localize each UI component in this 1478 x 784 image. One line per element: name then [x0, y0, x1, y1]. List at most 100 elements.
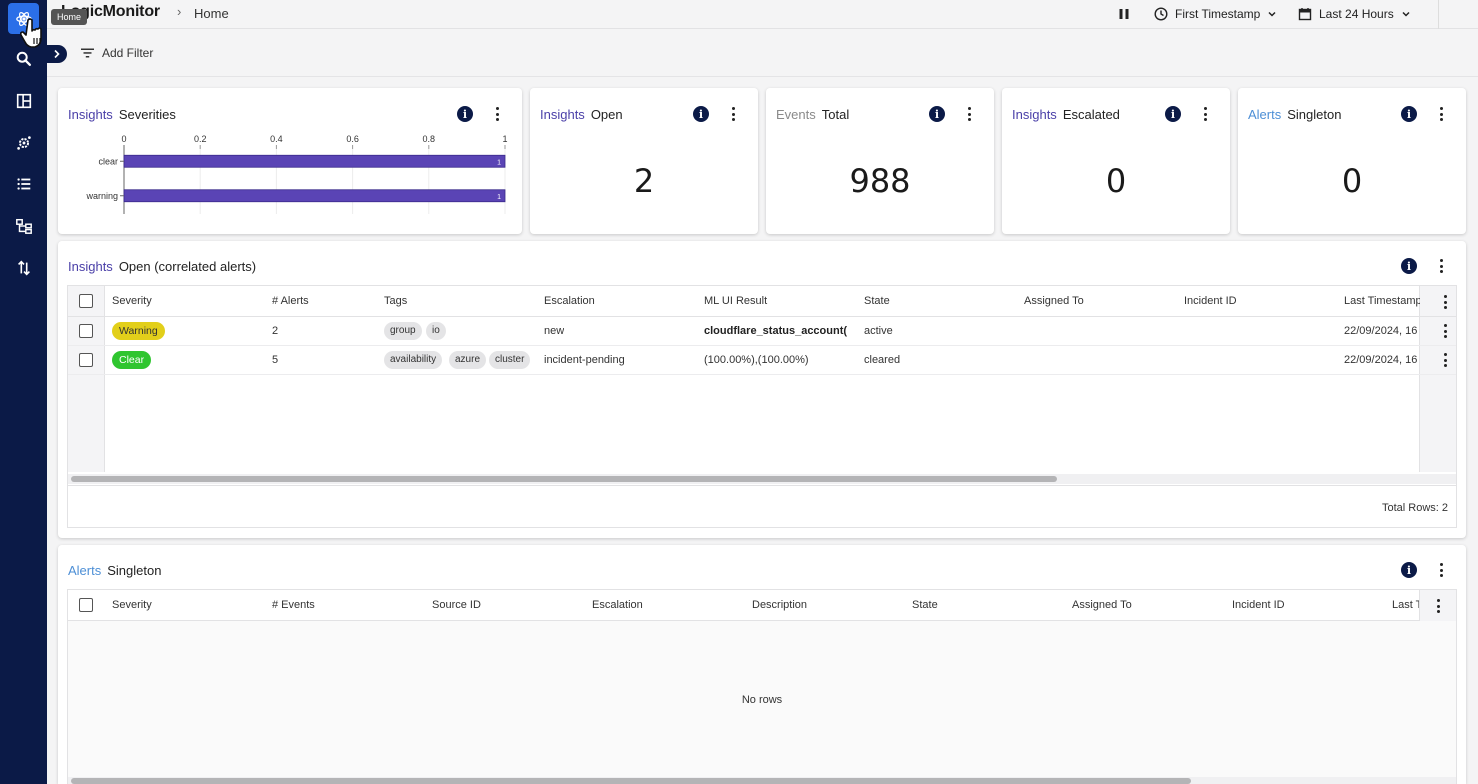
more-menu-icon[interactable]	[1438, 562, 1444, 578]
more-menu-icon[interactable]	[730, 106, 736, 122]
column-header[interactable]: # Alerts	[272, 295, 309, 307]
alerts-count: 2	[272, 325, 279, 337]
severity-badge: Warning	[112, 322, 165, 340]
range-select-label: Last 24 Hours	[1319, 7, 1394, 21]
insights-open-card: Insights Open i 2	[530, 88, 758, 234]
row-checkbox[interactable]	[79, 324, 93, 338]
info-icon[interactable]: i	[1165, 106, 1181, 122]
topbar: LogicMonitor › Home First Timestamp Last…	[47, 0, 1478, 29]
sidebar-item-sort[interactable]	[8, 252, 39, 283]
column-header[interactable]: # Events	[272, 599, 315, 611]
category-label: clear	[98, 156, 118, 166]
add-filter-button[interactable]: Add Filter	[81, 46, 153, 60]
breadcrumb[interactable]: Home	[194, 6, 229, 21]
singleton-table: Severity # Events Source ID Escalation D…	[67, 589, 1457, 784]
card-title-kw: Insights	[68, 107, 113, 122]
x-tick-label: 0	[121, 134, 126, 144]
sidebar-item-topology[interactable]	[8, 210, 39, 241]
ml-result: cloudflare_status_account(	[704, 325, 848, 337]
column-header[interactable]: Last Timestamp	[1344, 295, 1420, 307]
bar	[123, 189, 506, 203]
chevron-down-icon	[1268, 11, 1276, 17]
card-title-text: Singleton	[1287, 107, 1342, 122]
info-icon[interactable]: i	[1401, 258, 1417, 274]
card-title-kw: Insights	[540, 107, 585, 122]
column-header[interactable]: ML UI Result	[704, 295, 768, 307]
column-header[interactable]: Severity	[112, 599, 152, 611]
select-all-checkbox[interactable]	[79, 294, 93, 308]
card-title-text: Open (correlated alerts)	[118, 259, 257, 274]
column-header[interactable]: Escalation	[592, 599, 643, 611]
column-header[interactable]: Incident ID	[1232, 599, 1285, 611]
column-header[interactable]: Source ID	[432, 599, 481, 611]
timestamp-select-label: First Timestamp	[1175, 7, 1261, 21]
more-menu-icon[interactable]	[1438, 106, 1444, 122]
more-menu-icon[interactable]	[966, 106, 972, 122]
severity-badge: Clear	[112, 351, 152, 369]
pause-button[interactable]	[1115, 5, 1133, 23]
table-row[interactable]: Clear 5 availability azure cluster incid…	[68, 346, 1456, 375]
column-header[interactable]: Escalation	[544, 295, 595, 307]
filter-icon	[81, 48, 94, 58]
table-header: Severity # Events Source ID Escalation D…	[68, 590, 1456, 621]
info-icon[interactable]: i	[457, 106, 473, 122]
pause-icon	[1119, 9, 1129, 19]
scrollbar-thumb[interactable]	[71, 778, 1191, 784]
sidebar-item-search[interactable]	[8, 43, 39, 74]
column-menu-icon[interactable]	[1435, 598, 1441, 614]
sidebar-item-list[interactable]	[8, 168, 39, 199]
card-title-kw: Alerts	[68, 563, 102, 578]
gear-network-icon	[16, 135, 31, 150]
range-select[interactable]: Last 24 Hours	[1298, 5, 1411, 23]
chevron-down-icon	[1402, 11, 1410, 17]
card-title: Insights Severities	[68, 107, 176, 122]
column-header[interactable]: Description	[752, 599, 808, 611]
more-menu-icon[interactable]	[1202, 106, 1208, 122]
horizontal-scrollbar[interactable]	[68, 777, 1456, 784]
info-icon[interactable]: i	[1401, 106, 1417, 122]
alerts-count: 5	[272, 354, 279, 366]
kpi-value: 0	[1341, 162, 1363, 200]
last-timestamp: 22/09/2024, 16	[1344, 354, 1418, 366]
scrollbar-thumb[interactable]	[71, 476, 1057, 482]
timestamp-select[interactable]: First Timestamp	[1154, 5, 1277, 23]
column-header[interactable]: Assigned To	[1072, 599, 1132, 611]
topology-icon	[15, 218, 32, 234]
row-menu-icon[interactable]	[1442, 352, 1448, 368]
card-title-text: Open	[590, 107, 623, 122]
sidebar-item-integrations[interactable]	[8, 127, 39, 158]
column-header[interactable]: State	[912, 599, 938, 611]
x-tick-label: 1	[502, 134, 507, 144]
more-menu-icon[interactable]	[1438, 258, 1444, 274]
escalation: incident-pending	[544, 354, 625, 366]
bar	[123, 154, 506, 168]
card-title: Insights Escalated	[1012, 107, 1120, 122]
column-header[interactable]: Assigned To	[1024, 295, 1084, 307]
column-header[interactable]: Last T	[1392, 599, 1420, 611]
more-menu-icon[interactable]	[494, 106, 500, 122]
card-title-kw: Events	[776, 107, 816, 122]
escalation: new	[544, 325, 565, 337]
row-checkbox[interactable]	[79, 353, 93, 367]
column-header[interactable]: Incident ID	[1184, 295, 1237, 307]
kpi-value: 2	[633, 162, 655, 200]
info-icon[interactable]: i	[693, 106, 709, 122]
column-header[interactable]: Tags	[384, 295, 408, 307]
table-header: Severity # Alerts Tags Escalation ML UI …	[68, 286, 1456, 317]
expand-panel-button[interactable]	[47, 45, 67, 63]
data-label: 1	[497, 159, 501, 166]
info-icon[interactable]: i	[929, 106, 945, 122]
chevron-right-icon: ›	[177, 4, 182, 19]
filterbar-divider	[47, 76, 1478, 77]
insights-table: Severity # Alerts Tags Escalation ML UI …	[67, 285, 1457, 528]
sidebar-item-dashboards[interactable]	[8, 85, 39, 116]
horizontal-scrollbar[interactable]	[68, 474, 1456, 484]
column-header[interactable]: State	[864, 295, 890, 307]
table-row[interactable]: Warning 2 group io new cloudflare_status…	[68, 317, 1456, 346]
row-menu-icon[interactable]	[1442, 323, 1448, 339]
kpi-value: 0	[1105, 162, 1127, 200]
column-header[interactable]: Severity	[112, 295, 152, 307]
column-menu-icon[interactable]	[1442, 294, 1448, 310]
select-all-checkbox[interactable]	[79, 598, 93, 612]
info-icon[interactable]: i	[1401, 562, 1417, 578]
